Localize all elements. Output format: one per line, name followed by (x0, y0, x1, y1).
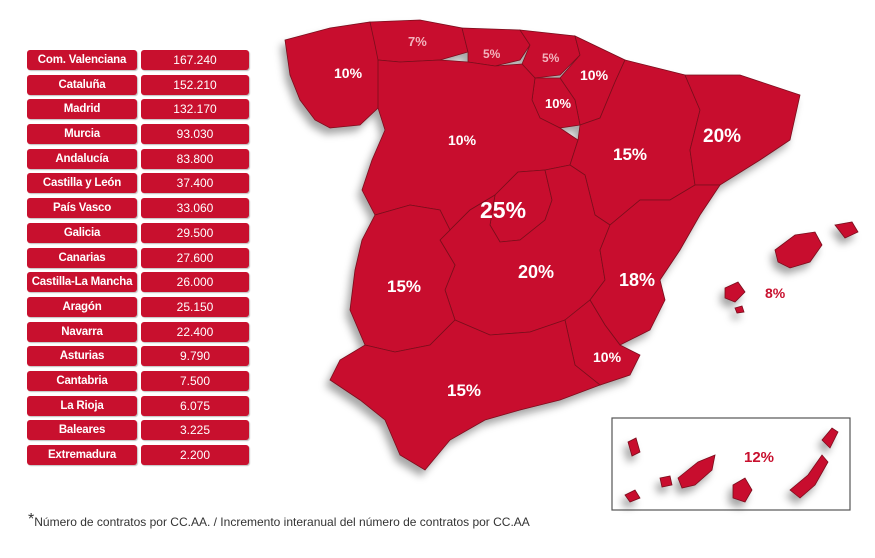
table-row: Galicia 29.500 (27, 222, 249, 243)
footnote: *Número de contratos por CC.AA. / Increm… (28, 511, 530, 533)
label-baleares: 8% (765, 285, 786, 301)
region-name-cell: Cataluña (27, 74, 137, 95)
table-row: Navarra 22.400 (27, 321, 249, 342)
region-name-cell: Cantabria (27, 370, 137, 391)
region-name-cell: La Rioja (27, 395, 137, 416)
island-tenerife (677, 454, 716, 489)
contracts-value-cell: 167.240 (141, 50, 249, 70)
contracts-value-cell: 3.225 (141, 420, 249, 441)
table-row: Castilla-La Mancha 26.000 (27, 272, 249, 293)
contracts-value-cell: 29.500 (141, 222, 249, 243)
table-row: Castilla y León 37.400 (27, 173, 249, 194)
table-row: Murcia 93.030 (27, 124, 249, 145)
table-row: Canarias 27.600 (27, 247, 249, 268)
table-row: Cataluña 152.210 (27, 74, 249, 95)
canarias-inset-frame (611, 417, 851, 511)
table-row: Baleares 3.225 (27, 420, 249, 441)
region-name-cell: Com. Valenciana (27, 50, 137, 70)
region-name-cell: Navarra (27, 321, 137, 342)
label-castilla-la-mancha: 20% (518, 262, 554, 282)
region-name-cell: Asturias (27, 346, 137, 367)
region-name-cell: Andalucía (27, 148, 137, 169)
region-name-cell: País Vasco (27, 198, 137, 219)
island-formentera (734, 305, 745, 314)
contracts-value-cell: 26.000 (141, 272, 249, 293)
table-row: Asturias 9.790 (27, 346, 249, 367)
label-navarra: 10% (580, 67, 609, 83)
region-valenciana (589, 184, 721, 346)
region-name-cell: Murcia (27, 124, 137, 145)
label-aragon: 15% (613, 145, 647, 164)
island-menorca (834, 221, 859, 239)
table-row: Aragón 25.150 (27, 296, 249, 317)
region-name-cell: Castilla-La Mancha (27, 272, 137, 293)
region-galicia (284, 21, 383, 129)
region-name-cell: Madrid (27, 99, 137, 120)
table-row: Cantabria 7.500 (27, 370, 249, 391)
island-gran-canaria (732, 477, 753, 503)
mainland-spain (284, 19, 801, 471)
table-row: Com. Valenciana 167.240 (27, 50, 249, 70)
contracts-value-cell: 6.075 (141, 395, 249, 416)
island-mallorca (774, 231, 823, 269)
label-cantabria: 5% (483, 47, 501, 61)
label-canarias: 12% (744, 449, 774, 466)
label-galicia: 10% (334, 65, 363, 81)
label-andalucia: 15% (447, 381, 481, 400)
label-murcia: 10% (593, 349, 622, 365)
island-la-gomera (659, 475, 673, 488)
region-name-cell: Castilla y León (27, 173, 137, 194)
contracts-value-cell: 2.200 (141, 445, 249, 465)
label-valenciana: 18% (619, 270, 655, 290)
label-la-rioja: 10% (545, 96, 571, 111)
contracts-value-cell: 9.790 (141, 346, 249, 367)
region-name-cell: Canarias (27, 247, 137, 268)
canarias-islands (624, 427, 839, 503)
label-madrid: 25% (480, 197, 526, 223)
table-row: La Rioja 6.075 (27, 395, 249, 416)
island-fuerteventura (789, 454, 829, 499)
table-row: País Vasco 33.060 (27, 198, 249, 219)
contracts-value-cell: 7.500 (141, 370, 249, 391)
contracts-value-cell: 25.150 (141, 296, 249, 317)
contracts-value-cell: 22.400 (141, 321, 249, 342)
contracts-table: Com. Valenciana 167.240 Cataluña 152.210 Mad… (27, 50, 249, 470)
baleares-islands (724, 221, 859, 314)
contracts-value-cell: 93.030 (141, 124, 249, 145)
region-name-cell: Aragón (27, 296, 137, 317)
footnote-star: * (28, 511, 35, 528)
table-row: Extremadura 2.200 (27, 445, 249, 465)
table-row: Madrid 132.170 (27, 99, 249, 120)
label-cataluna: 20% (703, 126, 741, 147)
region-name-cell: Extremadura (27, 445, 137, 465)
region-name-cell: Galicia (27, 222, 137, 243)
label-pais-vasco: 5% (542, 51, 560, 65)
label-extremadura: 15% (387, 277, 421, 296)
region-cataluna (684, 74, 801, 186)
footnote-text: Número de contratos por CC.AA. / Increme… (34, 515, 530, 529)
island-lanzarote (821, 427, 839, 449)
island-la-palma (627, 437, 641, 457)
label-castilla-leon: 10% (448, 132, 477, 148)
contracts-value-cell: 83.800 (141, 148, 249, 169)
contracts-value-cell: 152.210 (141, 74, 249, 95)
contracts-value-cell: 33.060 (141, 198, 249, 219)
island-el-hierro (624, 489, 641, 503)
island-ibiza (724, 281, 746, 303)
region-andalucia (329, 319, 601, 471)
table-row: Andalucía 83.800 (27, 148, 249, 169)
region-name-cell: Baleares (27, 420, 137, 441)
contracts-value-cell: 132.170 (141, 99, 249, 120)
contracts-value-cell: 27.600 (141, 247, 249, 268)
label-asturias: 7% (408, 34, 427, 49)
contracts-value-cell: 37.400 (141, 173, 249, 194)
